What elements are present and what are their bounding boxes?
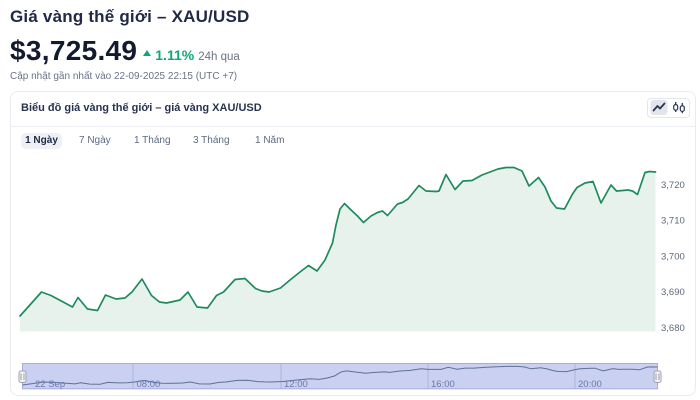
svg-text:3,720: 3,720 [661,180,685,191]
svg-text:3,690: 3,690 [661,287,685,298]
svg-text:12:00: 12:00 [284,379,308,390]
svg-text:3,710: 3,710 [661,216,685,227]
svg-text:22 Sep: 22 Sep [35,379,65,390]
svg-text:3,700: 3,700 [661,251,685,262]
svg-text:3,680: 3,680 [661,323,685,334]
svg-text:08:00: 08:00 [137,379,161,390]
svg-text:20:00: 20:00 [578,379,602,390]
svg-text:16:00: 16:00 [431,379,455,390]
